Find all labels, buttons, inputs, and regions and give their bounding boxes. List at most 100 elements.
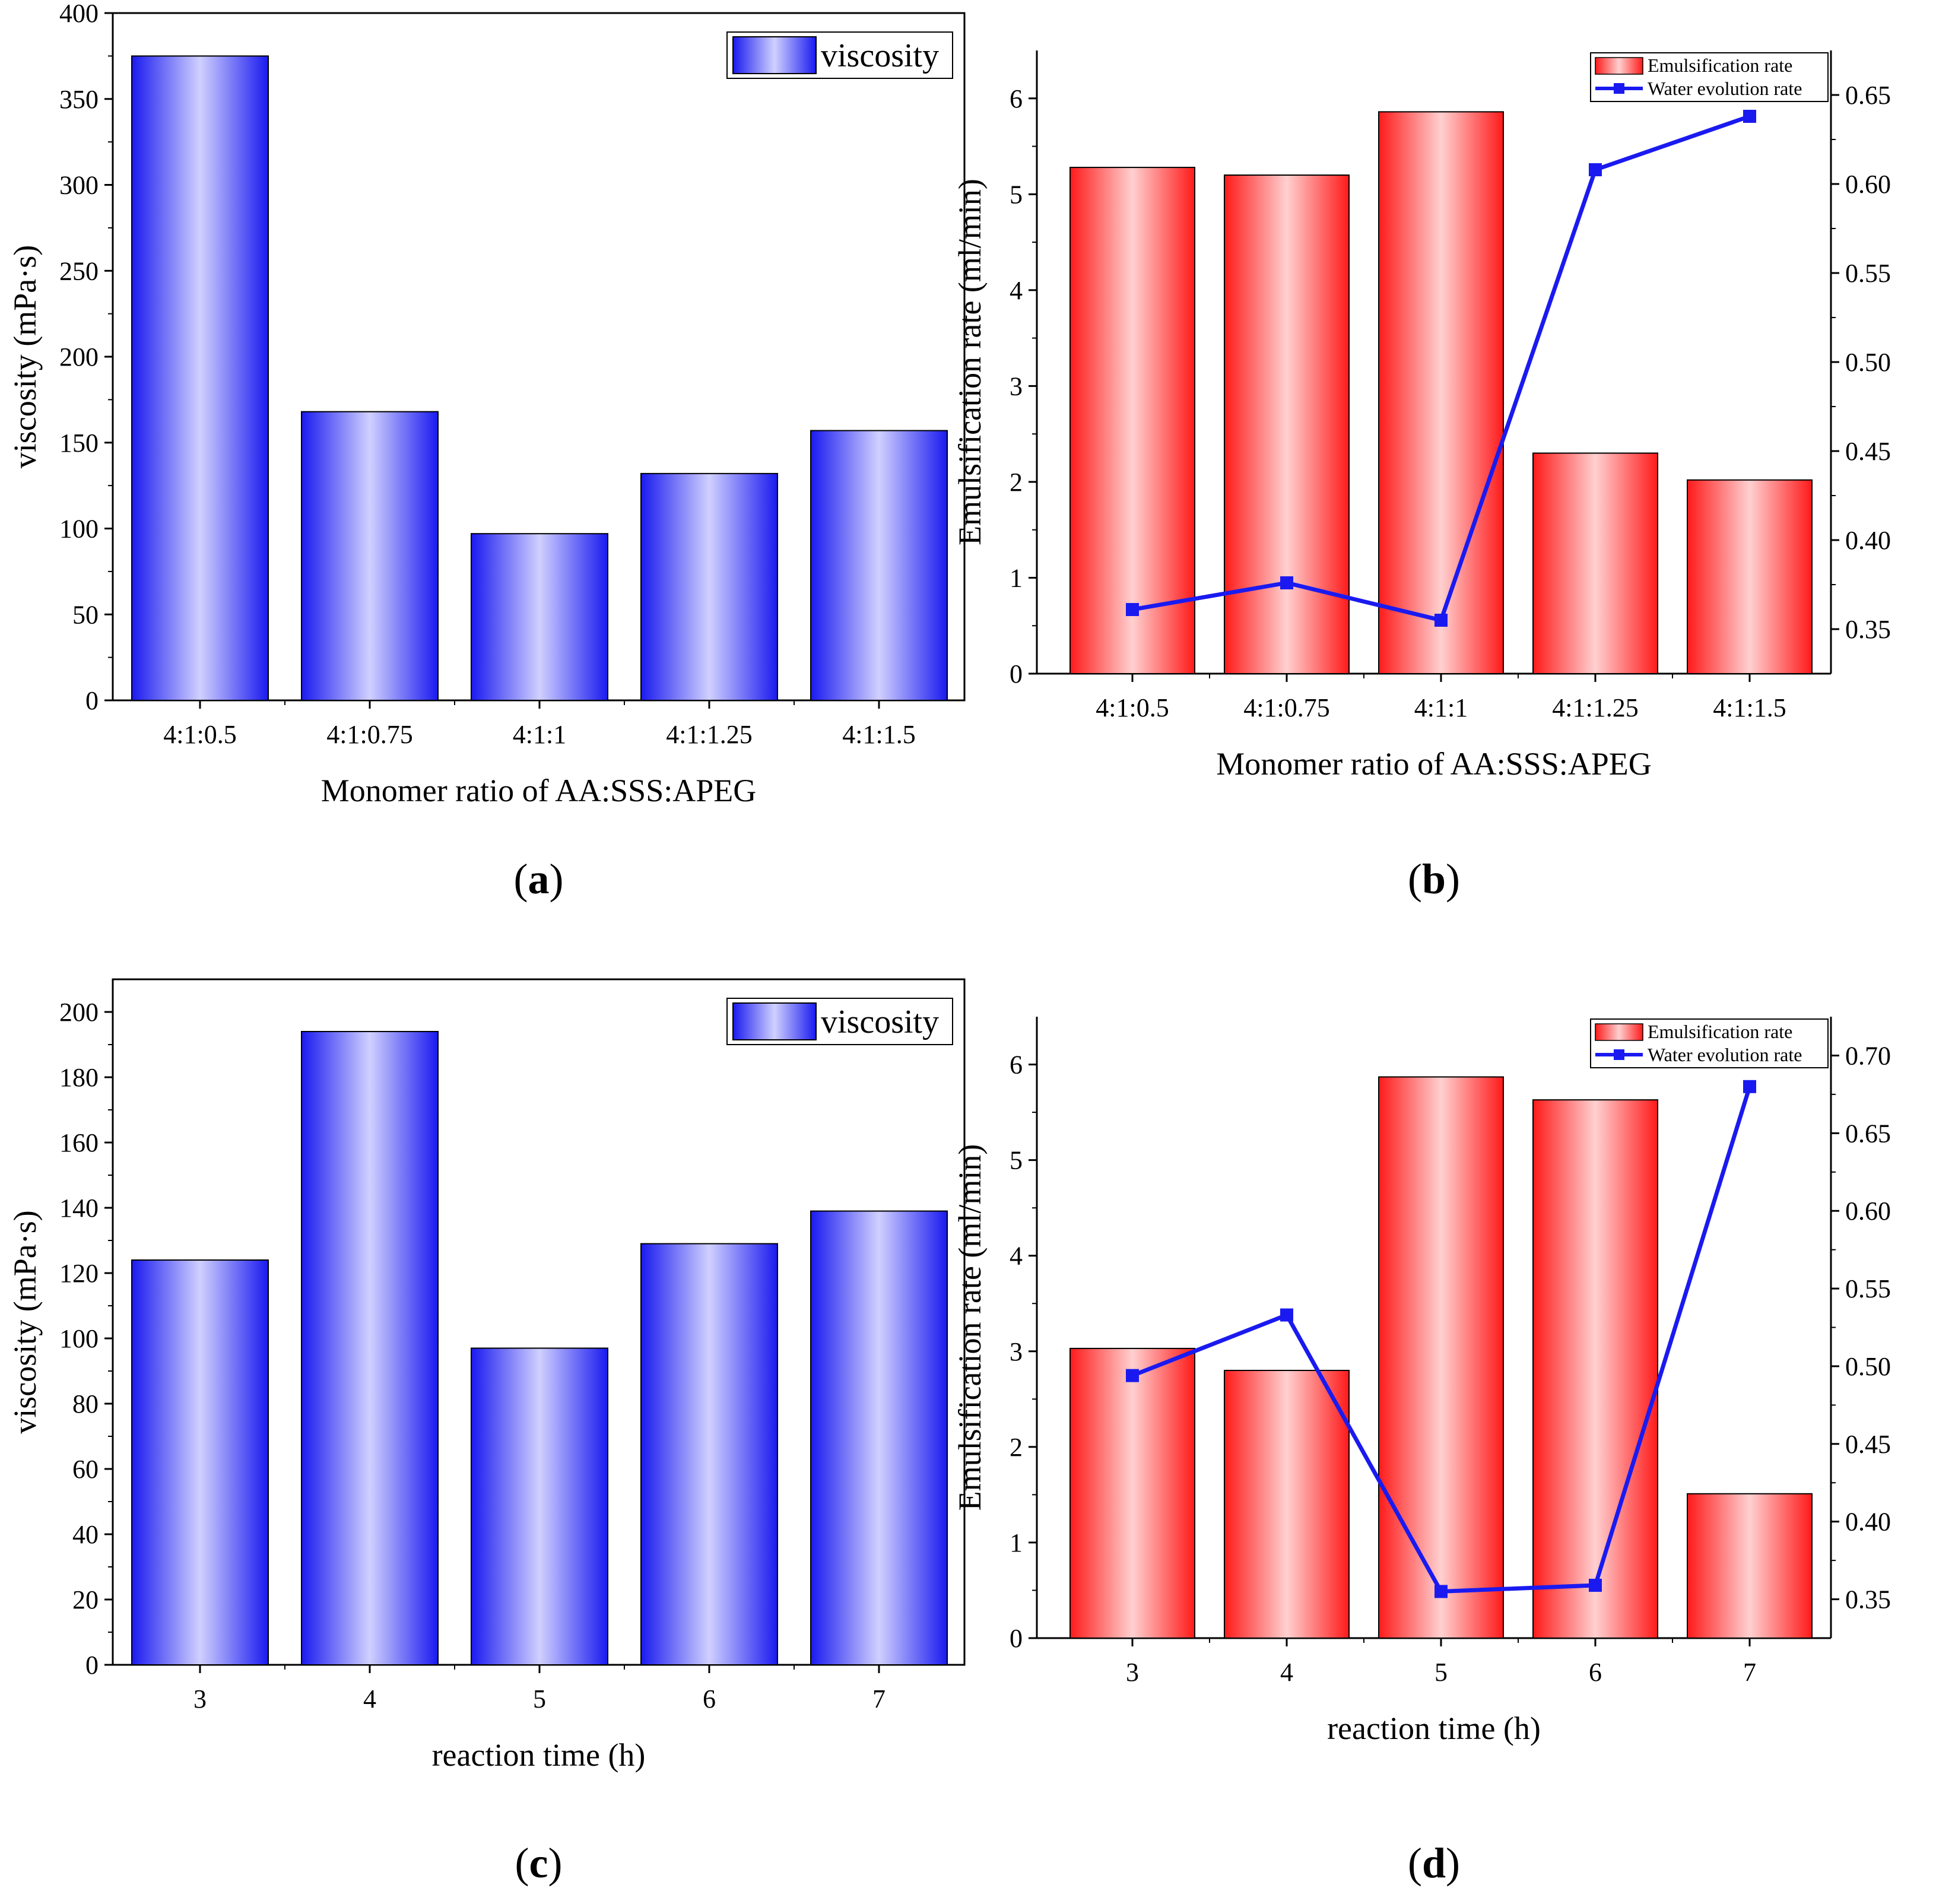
x-axis-title: reaction time (h) bbox=[1327, 1711, 1541, 1746]
y-right-tick-label: 0.40 bbox=[1845, 526, 1891, 555]
line-point bbox=[1280, 576, 1293, 589]
y-right-tick-label: 0.45 bbox=[1845, 437, 1891, 466]
legend-label: Water evolution rate bbox=[1648, 78, 1802, 99]
legend: viscosity bbox=[726, 998, 953, 1045]
y-tick-label: 100 bbox=[59, 515, 99, 544]
x-tick-label: 6 bbox=[1589, 1658, 1602, 1687]
y-tick-label: 50 bbox=[72, 600, 99, 629]
bar bbox=[640, 1243, 778, 1665]
bar bbox=[1378, 1076, 1504, 1639]
y-tick-label: 120 bbox=[59, 1259, 99, 1288]
y-tick-label: 180 bbox=[59, 1063, 99, 1092]
chart-d: 0 1 2 3 4 5 6 0.35 0.40 0.45 0.50 0.55 0.60 0.65 0.70 3… bbox=[952, 1017, 1936, 1887]
y-tick-label: 0 bbox=[85, 1651, 99, 1680]
y-right-tick-label: 0.55 bbox=[1845, 1274, 1891, 1303]
y-right-tick-label: 0.45 bbox=[1845, 1430, 1891, 1459]
y-tick-label: 2 bbox=[1010, 1433, 1023, 1462]
bar bbox=[131, 1259, 269, 1665]
line-point bbox=[1126, 603, 1139, 616]
line-point bbox=[1434, 614, 1448, 627]
y-tick-label: 20 bbox=[72, 1585, 99, 1614]
y-tick-label: 3 bbox=[1010, 1337, 1023, 1366]
legend-label: Emulsification rate bbox=[1648, 1021, 1792, 1042]
line-point bbox=[1126, 1369, 1139, 1382]
x-tick-label: 4 bbox=[363, 1684, 376, 1713]
y-tick-label: 400 bbox=[59, 0, 99, 28]
y-tick-label: 80 bbox=[72, 1389, 99, 1419]
x-tick-label: 4:1:1 bbox=[1414, 693, 1468, 722]
bar bbox=[1532, 452, 1658, 674]
legend-swatch bbox=[732, 1002, 817, 1040]
x-tick-label: 4:1:0.75 bbox=[1243, 693, 1329, 722]
bar bbox=[471, 533, 608, 701]
bar bbox=[1224, 174, 1350, 674]
y-tick-label: 100 bbox=[59, 1324, 99, 1353]
y-tick-label: 0 bbox=[1010, 1624, 1023, 1653]
legend-label: Water evolution rate bbox=[1648, 1044, 1802, 1065]
bar bbox=[471, 1347, 608, 1665]
y-tick-label: 4 bbox=[1010, 276, 1023, 305]
y-tick-label: 5 bbox=[1010, 1146, 1023, 1175]
bar bbox=[1069, 1347, 1195, 1639]
panel-label: (a) bbox=[514, 855, 564, 903]
y-right-tick-label: 0.50 bbox=[1845, 1352, 1891, 1381]
x-tick-label: 3 bbox=[1126, 1658, 1139, 1687]
line-point bbox=[1743, 110, 1756, 123]
chart-a: 0 50 100 150 200 250 300 350 400 4:1:0.5 4:1:0.75 4… bbox=[7, 0, 966, 903]
x-tick-label: 4:1:1 bbox=[513, 720, 566, 749]
x-tick-label: 7 bbox=[1743, 1658, 1756, 1687]
x-tick-label: 4:1:0.75 bbox=[326, 720, 412, 749]
legend-swatch bbox=[732, 36, 817, 74]
chart-c: 0 20 40 60 80 100 120 140 160 180 200 3 4 5 6 7 reaction… bbox=[7, 978, 966, 1887]
x-tick-label: 4:1:0.5 bbox=[1096, 693, 1169, 722]
y-tick-label: 160 bbox=[59, 1128, 99, 1157]
y-right-tick-label: 0.60 bbox=[1845, 170, 1891, 199]
line-point bbox=[1743, 1080, 1756, 1093]
legend-swatch-bar bbox=[1595, 1023, 1643, 1041]
x-axis-title: reaction time (h) bbox=[432, 1737, 646, 1773]
bar bbox=[810, 430, 948, 701]
y-tick-label: 6 bbox=[1010, 84, 1023, 113]
legend-label: viscosity bbox=[821, 1004, 939, 1040]
y-axis-title: Emulsification rate (ml/min) bbox=[952, 179, 988, 545]
y-tick-label: 0 bbox=[85, 686, 99, 715]
bar bbox=[1069, 167, 1195, 675]
y-tick-label: 0 bbox=[1010, 659, 1023, 688]
x-tick-label: 4 bbox=[1280, 1658, 1293, 1687]
y-tick-label: 140 bbox=[59, 1194, 99, 1223]
y-tick-label: 40 bbox=[72, 1520, 99, 1549]
bar bbox=[810, 1210, 948, 1665]
y-right-tick-label: 0.65 bbox=[1845, 81, 1891, 110]
legend-swatch-point bbox=[1614, 1049, 1624, 1060]
bar bbox=[301, 1031, 439, 1665]
bar bbox=[1687, 1493, 1813, 1639]
y-right-tick-label: 0.50 bbox=[1845, 348, 1891, 377]
line-point bbox=[1434, 1585, 1448, 1598]
bar bbox=[1378, 111, 1504, 674]
x-tick-label: 4:1:1.5 bbox=[1713, 693, 1786, 722]
x-tick-label: 4:1:1.25 bbox=[666, 720, 752, 749]
y-axis-title: viscosity (mPa·s) bbox=[7, 1210, 43, 1433]
line-point bbox=[1589, 163, 1602, 176]
y-right-axis-title: Water evolution rate bbox=[1931, 231, 1936, 492]
chart-b: 0 1 2 3 4 5 6 0.35 0.40 0.45 0.50 0.55 0.60 0.65 4:1:0… bbox=[952, 50, 1936, 903]
panel-label: (d) bbox=[1408, 1839, 1460, 1887]
y-axis-title: viscosity (mPa·s) bbox=[7, 245, 43, 468]
y-tick-label: 200 bbox=[59, 998, 99, 1027]
x-axis-title: Monomer ratio of AA:SSS:APEG bbox=[1216, 746, 1652, 782]
legend-swatch-point bbox=[1614, 83, 1624, 94]
y-tick-label: 60 bbox=[72, 1455, 99, 1484]
bar bbox=[301, 411, 439, 701]
y-right-axis-title: Water evolution rate bbox=[1931, 1197, 1936, 1458]
x-tick-label: 4:1:1.5 bbox=[842, 720, 915, 749]
legend: viscosity bbox=[726, 31, 953, 79]
y-tick-label: 2 bbox=[1010, 468, 1023, 497]
bar bbox=[1224, 1369, 1350, 1639]
x-tick-label: 4:1:0.5 bbox=[163, 720, 236, 749]
y-tick-label: 150 bbox=[59, 429, 99, 458]
y-tick-label: 1 bbox=[1010, 563, 1023, 592]
x-tick-label: 7 bbox=[872, 1684, 886, 1713]
